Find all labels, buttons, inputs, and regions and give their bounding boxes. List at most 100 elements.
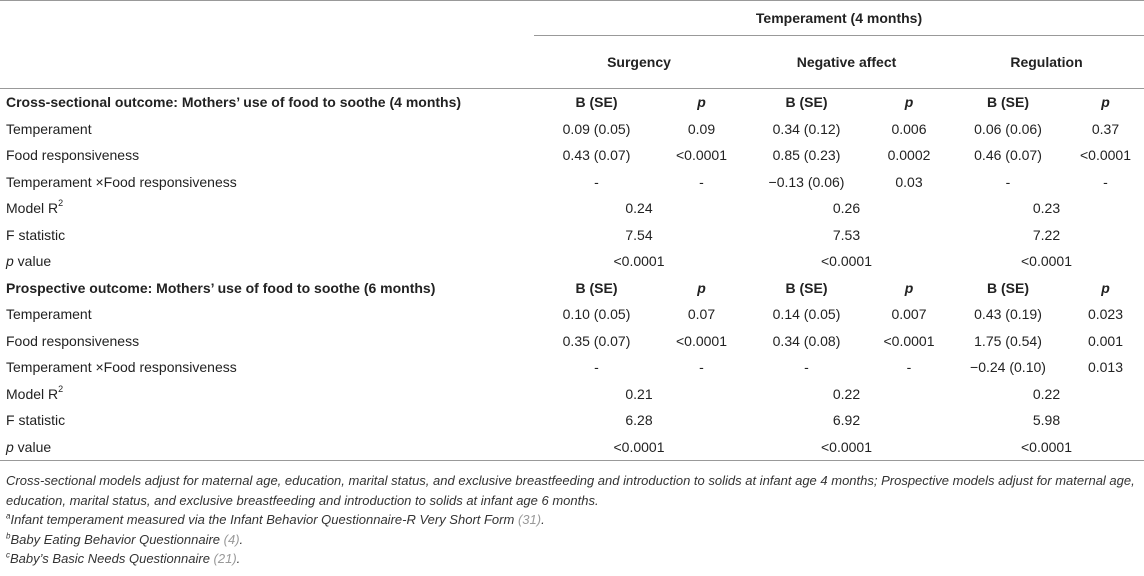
- row-label: p value: [0, 433, 534, 461]
- period: .: [236, 551, 241, 566]
- cell: <0.0001: [534, 433, 744, 461]
- cell: -: [699, 359, 704, 375]
- cell: -: [804, 359, 809, 375]
- citation-link[interactable]: (21): [213, 551, 237, 566]
- section-title: Prospective outcome: Mothers’ use of foo…: [6, 279, 436, 296]
- footnote-text: Baby Eating Behavior Questionnaire: [10, 531, 224, 547]
- cell: 0.22: [1032, 385, 1061, 402]
- row-label: F statistic: [6, 226, 66, 243]
- header-group-row: Temperament (4 months): [0, 0, 1144, 36]
- b-se-label: B (SE): [534, 88, 659, 116]
- cell: 0.24: [625, 200, 653, 216]
- cell: 0.0002: [887, 147, 931, 163]
- cell: <0.0001: [676, 332, 727, 349]
- row-label: Model R2: [0, 195, 534, 222]
- model-r2-label: Model R: [6, 385, 59, 402]
- b-se-label: B (SE): [785, 279, 828, 296]
- table-row: Temperament ×Food responsiveness - - - -…: [0, 354, 1144, 381]
- footnote-marker: c: [6, 550, 10, 560]
- cell: 0.43 (0.07): [562, 147, 631, 163]
- row-label: Food responsiveness: [6, 147, 140, 163]
- cell: 0.23: [1032, 200, 1061, 216]
- footnote-a: aInfant temperament measured via the Inf…: [0, 510, 1144, 530]
- superscript: 2: [58, 383, 64, 394]
- p-italic: p: [6, 438, 14, 455]
- footnote-b: bBaby Eating Behavior Questionnaire (4).: [0, 530, 1144, 550]
- section-title: Cross-sectional outcome: Mothers’ use of…: [0, 88, 534, 116]
- cell: 0.21: [625, 385, 653, 402]
- cell: 0.14 (0.05): [772, 306, 841, 322]
- cell: 7.53: [832, 226, 861, 243]
- cell: 0.85 (0.23): [772, 147, 841, 163]
- p-label: p: [1067, 88, 1144, 116]
- cell: 7.54: [625, 226, 653, 243]
- cell: <0.0001: [1021, 253, 1072, 269]
- footnote-text: Baby’s Basic Needs Questionnaire: [10, 551, 214, 566]
- cell: 0.34 (0.12): [772, 120, 841, 137]
- col-header-negative-affect: Negative affect: [796, 54, 897, 70]
- value-word: value: [13, 438, 52, 455]
- row-label: Model R2: [0, 381, 534, 408]
- cell: 1.75 (0.54): [974, 332, 1042, 349]
- row-label: Food responsiveness: [6, 332, 140, 349]
- cell: 0.22: [832, 385, 861, 402]
- f-statistic-row: F statistic 6.28 6.92 5.98: [0, 407, 1144, 434]
- section-header-row: Prospective outcome: Mothers’ use of foo…: [0, 275, 1144, 302]
- cell: 0.10 (0.05): [562, 306, 631, 322]
- cell: -: [699, 173, 704, 190]
- cell: 0.34 (0.08): [772, 332, 841, 349]
- cell: 0.023: [1087, 306, 1124, 322]
- f-statistic-row: F statistic 7.54 7.53 7.22: [0, 222, 1144, 249]
- p-label: p: [697, 279, 706, 296]
- row-label: Temperament ×Food responsiveness: [6, 359, 237, 375]
- citation-link[interactable]: (31): [517, 512, 542, 527]
- citation-link[interactable]: (4): [223, 531, 240, 547]
- col-header-surgency: Surgency: [607, 54, 671, 70]
- model-r2-row: Model R2 0.24 0.26 0.23: [0, 195, 1144, 222]
- cell: 0.013: [1087, 359, 1124, 375]
- cell: <0.0001: [821, 253, 872, 269]
- footnote-main: Cross-sectional models adjust for matern…: [6, 473, 1135, 508]
- table-row: Food responsiveness 0.35 (0.07) <0.0001 …: [0, 328, 1144, 355]
- footnote-marker: a: [6, 511, 11, 521]
- b-se-label: B (SE): [987, 279, 1029, 296]
- cell: <0.0001: [744, 433, 949, 461]
- cell: 6.92: [832, 412, 861, 428]
- b-se-label: B (SE): [949, 88, 1067, 116]
- p-label: p: [659, 88, 744, 116]
- cell: 0.03: [895, 173, 923, 190]
- table-row: Food responsiveness 0.43 (0.07) <0.0001 …: [0, 142, 1144, 169]
- cell: 6.28: [625, 412, 653, 428]
- period: .: [239, 531, 244, 547]
- cell: <0.0001: [676, 147, 727, 163]
- cell: 0.46 (0.07): [974, 147, 1042, 163]
- col-header-regulation: Regulation: [1010, 54, 1083, 70]
- cell: 0.001: [1087, 332, 1124, 349]
- cell: -: [1005, 173, 1011, 190]
- table-row: Temperament 0.09 (0.05) 0.09 0.34 (0.12)…: [0, 116, 1144, 143]
- value-word: value: [13, 253, 52, 269]
- cell: 7.22: [1032, 226, 1061, 243]
- cell: 0.06 (0.06): [974, 120, 1042, 137]
- b-se-label: B (SE): [744, 88, 869, 116]
- results-table: Temperament (4 months) Surgency Negative…: [0, 0, 1144, 461]
- footnote-marker: b: [6, 531, 11, 541]
- cell: -: [594, 173, 599, 190]
- p-value-row: p value <0.0001 <0.0001 <0.0001: [0, 248, 1144, 275]
- cell: 0.006: [891, 120, 927, 137]
- row-label: p value: [0, 248, 534, 275]
- temperament-group-header: Temperament (4 months): [534, 0, 1144, 36]
- row-label: Temperament: [6, 306, 92, 322]
- cell: 0.43 (0.19): [974, 306, 1042, 322]
- cell: 0.26: [832, 200, 861, 216]
- p-label: p: [904, 279, 914, 296]
- b-se-label: B (SE): [575, 279, 618, 296]
- period: .: [541, 512, 545, 527]
- superscript: 2: [58, 198, 64, 209]
- p-value-row: p value <0.0001 <0.0001 <0.0001: [0, 433, 1144, 461]
- cell: <0.0001: [883, 332, 935, 349]
- cell: <0.0001: [949, 433, 1144, 461]
- cell: −0.24 (0.10): [970, 359, 1046, 375]
- footnote-text: Infant temperament measured via the Infa…: [10, 512, 518, 527]
